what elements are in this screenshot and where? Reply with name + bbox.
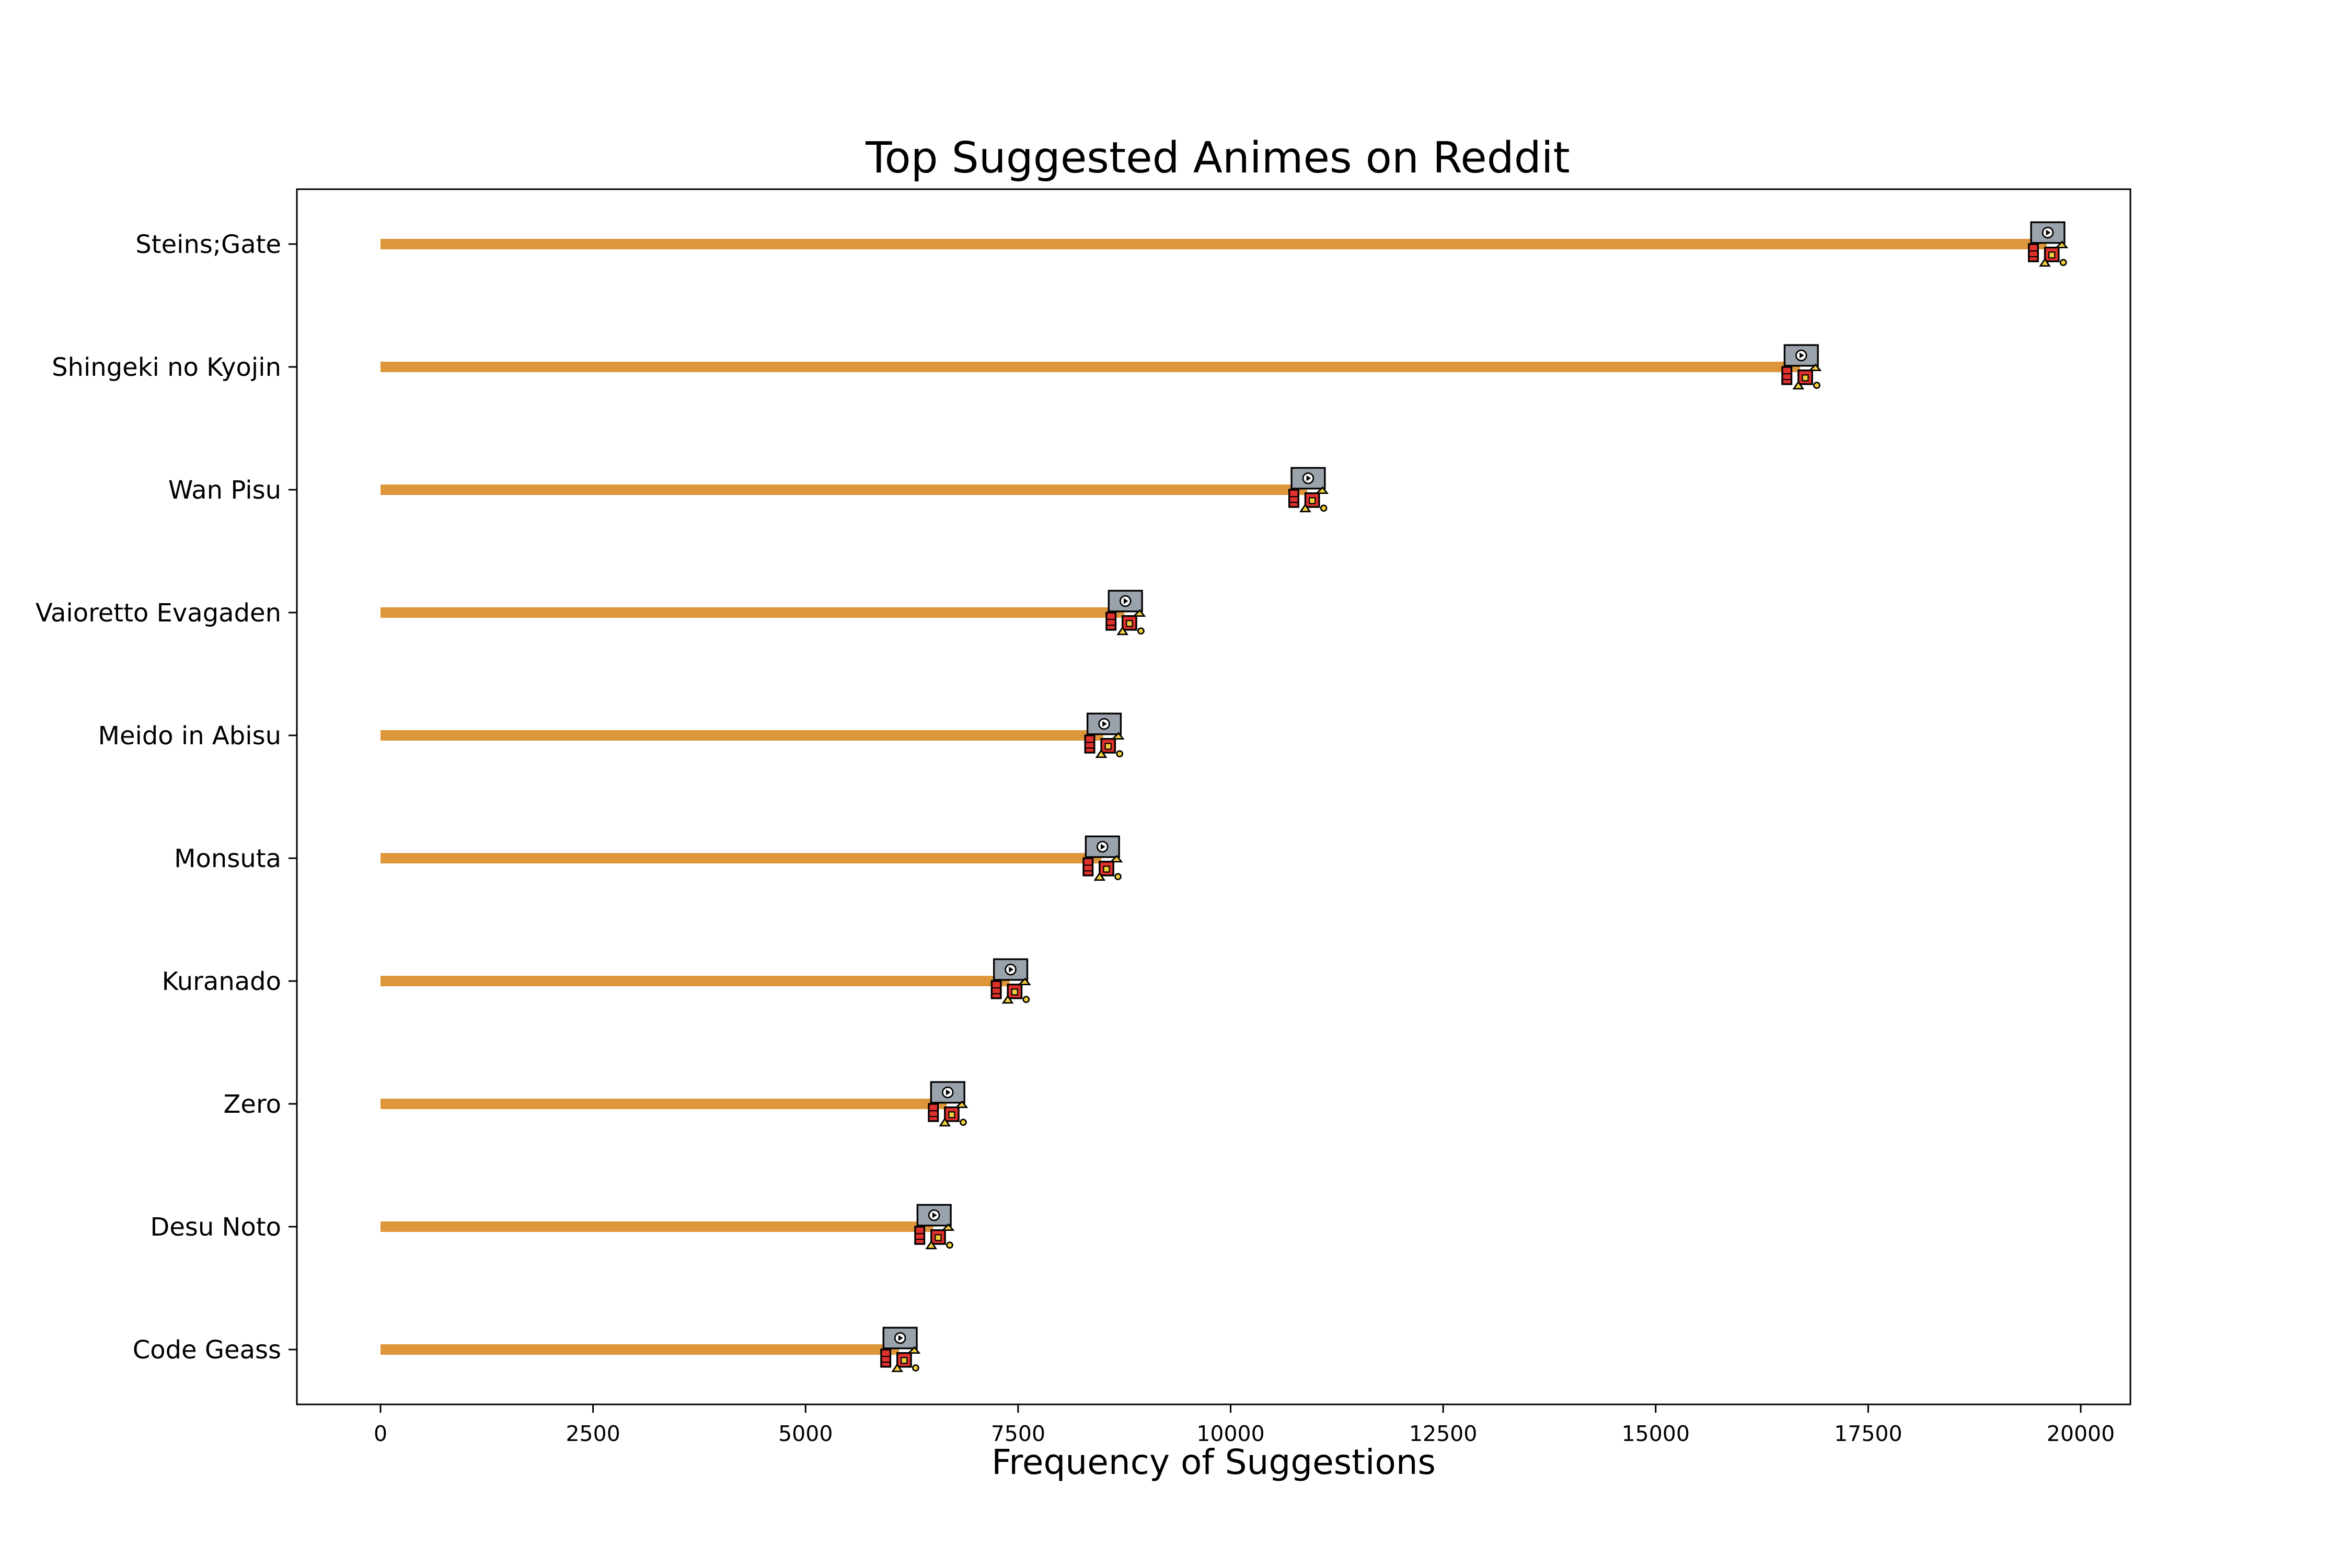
x-tick-label: 7500 [991,1421,1045,1446]
x-tick-label: 15000 [1622,1421,1690,1446]
y-tick-label: Vaioretto Evagaden [36,598,281,628]
tv-anime-icon [1288,467,1328,513]
y-tick-label: Wan Pisu [168,476,281,505]
y-tick-label: Zero [224,1090,281,1119]
tv-anime-icon [1105,590,1146,636]
plot-frame [296,188,2131,1405]
x-tick-label: 0 [374,1421,387,1446]
x-tick-label: 12500 [1409,1421,1477,1446]
lollipop-markers [880,221,2068,1373]
tv-anime-icon [914,1204,954,1250]
tv-anime-icon [1084,712,1124,758]
x-tick-label: 17500 [1834,1421,1902,1446]
y-tick-label: Monsuta [174,844,281,873]
y-tick-label: Desu Noto [150,1213,281,1242]
x-axis-label: Frequency of Suggestions [991,1442,1436,1482]
y-axis-ticks: Steins;Gate Shingeki no Kyojin Wan Pisu Vai… [36,230,297,1365]
tv-anime-icon [1082,835,1123,881]
tv-anime-icon [880,1327,920,1373]
y-tick-label: Code Geass [133,1335,281,1365]
x-axis-ticks: 0 2500 5000 7500 10000 12500 15000 17500 20000 [374,1404,2115,1446]
y-tick-label: Shingeki no Kyojin [52,353,281,382]
x-tick-label: 20000 [2047,1421,2115,1446]
tv-anime-icon [990,958,1031,1004]
tv-anime-icon [1781,344,1821,390]
x-tick-label: 5000 [778,1421,833,1446]
y-tick-label: Kuranado [162,967,281,996]
tv-anime-icon [2027,221,2068,267]
x-tick-label: 10000 [1196,1421,1264,1446]
lollipop-stems [381,239,2047,1355]
x-tick-label: 2500 [566,1421,620,1446]
tv-anime-icon [928,1081,968,1127]
chart-title: Top Suggested Animes on Reddit [865,133,1570,183]
y-tick-label: Steins;Gate [135,230,281,259]
y-tick-label: Meido in Abisu [98,721,281,751]
